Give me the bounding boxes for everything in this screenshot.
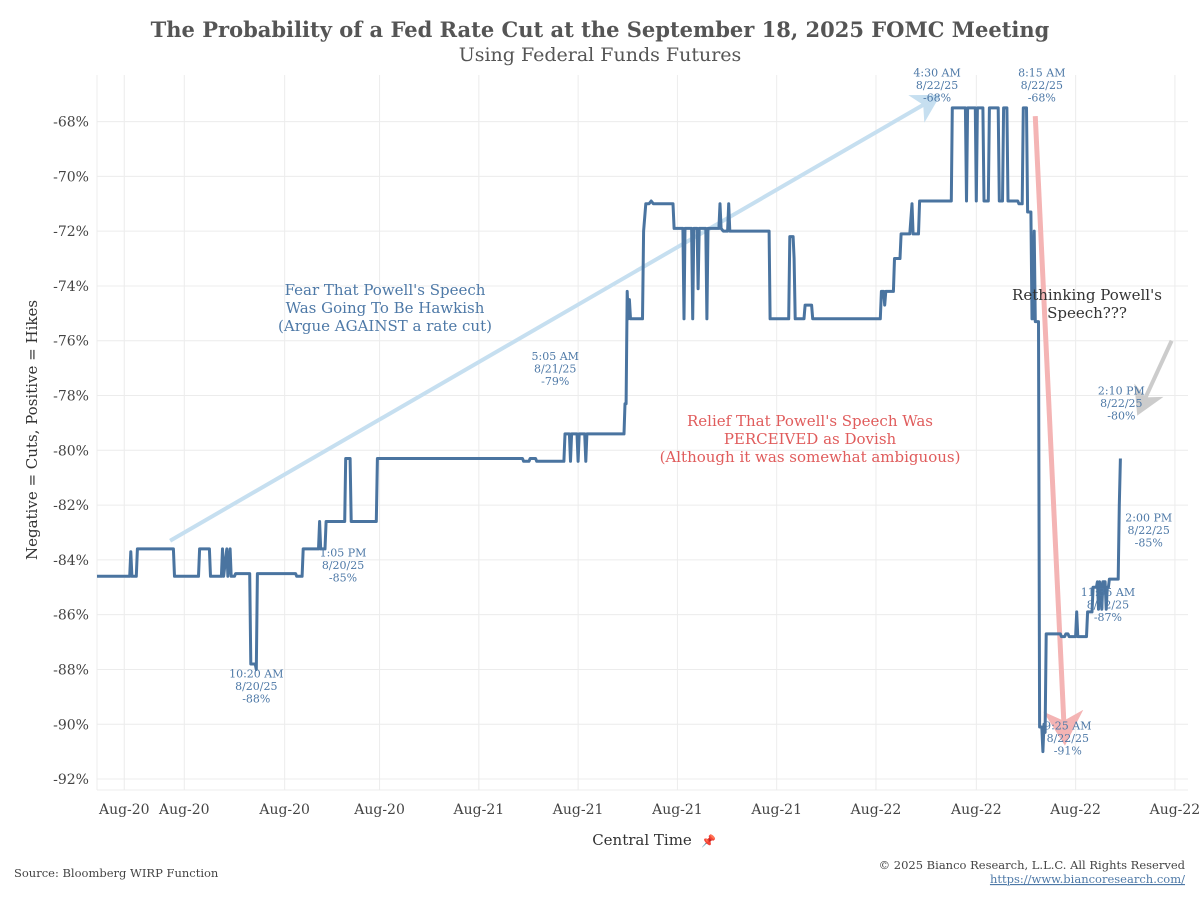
y-tick-label: -70% [53, 169, 89, 185]
point-label-line: 8/22/25 [1021, 79, 1063, 92]
y-tick-label: -88% [53, 662, 89, 678]
point-label: 1:05 PM 8/20/25 -85% [320, 546, 367, 584]
x-tick-label: Aug-21 [651, 802, 703, 818]
point-label-line: -68% [1028, 92, 1056, 105]
y-tick-label: -90% [53, 717, 89, 733]
annotation-line: Relief That Powell's Speech Was [687, 412, 933, 430]
point-label-line: 8:15 AM [1018, 67, 1065, 80]
chart-title: The Probability of a Fed Rate Cut at the… [151, 17, 1050, 42]
chart-subtitle: Using Federal Funds Futures [459, 44, 742, 66]
x-tick-label: Aug-22 [1049, 802, 1101, 818]
point-label-line: 8/20/25 [235, 680, 277, 693]
x-tick-label: Aug-22 [1149, 802, 1200, 818]
y-tick-label: -84% [53, 553, 89, 569]
relief-note: Relief That Powell's Speech Was PERCEIVED… [660, 412, 961, 466]
x-tick-label: Aug-20 [98, 802, 150, 818]
x-tick-label: Aug-21 [750, 802, 802, 818]
rethink-note: Rethinking Powell's Speech??? [1012, 286, 1162, 322]
point-label: 8:15 AM 8/22/25 -68% [1018, 67, 1065, 105]
source-note: Source: Bloomberg WIRP Function [14, 866, 219, 880]
point-label-line: 8/22/25 [1047, 732, 1089, 745]
annotation-line: Fear That Powell's Speech [285, 281, 486, 299]
point-label-line: 4:30 AM [913, 67, 960, 80]
point-label-line: 2:00 PM [1125, 511, 1172, 524]
x-tick-label: Aug-20 [258, 802, 310, 818]
point-label-line: -79% [541, 375, 569, 388]
point-label: 2:10 PM 8/22/25 -80% [1098, 384, 1145, 422]
point-label-line: 8/22/25 [1100, 397, 1142, 410]
annotation-line: Was Going To Be Hawkish [286, 299, 485, 317]
x-tick-label: Aug-20 [158, 802, 210, 818]
point-label-line: 9:25 AM [1044, 720, 1091, 733]
point-label: 9:25 AM 8/22/25 -91% [1044, 720, 1091, 758]
point-label-line: 8/20/25 [322, 559, 364, 572]
x-tick-label: Aug-22 [950, 802, 1002, 818]
x-axis-ticks: Aug-20 Aug-20 Aug-20 Aug-20 Aug-21 Aug-21 Aug-… [98, 802, 1200, 818]
point-label-line: -91% [1054, 745, 1082, 758]
copyright: © 2025 Bianco Research, L.L.C. All Right… [879, 858, 1186, 872]
point-label-line: 2:10 PM [1098, 384, 1145, 397]
y-tick-label: -80% [53, 443, 89, 459]
x-tick-label: Aug-20 [353, 802, 405, 818]
annotation-line: (Although it was somewhat ambiguous) [660, 448, 961, 466]
point-label-line: -85% [329, 571, 357, 584]
point-label-line: 11:35 AM [1081, 586, 1135, 599]
y-axis-ticks: -68% -70% -72% -74% -76% -78% -80% -82% -84% -86%… [53, 115, 89, 788]
point-label-line: 8/22/25 [1128, 524, 1170, 537]
point-label-line: 10:20 AM [229, 667, 283, 680]
point-label: 4:30 AM 8/22/25 -68% [913, 67, 960, 105]
y-tick-label: -86% [53, 608, 89, 624]
point-label: 2:00 PM 8/22/25 -85% [1125, 511, 1172, 549]
x-tick-label: Aug-22 [850, 802, 902, 818]
grid [96, 75, 1188, 791]
fear-note: Fear That Powell's Speech Was Going To Be… [278, 281, 492, 335]
y-tick-label: -68% [53, 115, 89, 131]
point-label-line: -68% [923, 92, 951, 105]
x-tick-label: Aug-21 [552, 802, 604, 818]
point-label: 10:20 AM 8/20/25 -88% [229, 667, 283, 705]
annotations: Fear That Powell's Speech Was Going To Be… [278, 281, 1162, 466]
y-tick-label: -92% [53, 772, 89, 788]
fear-arrow [169, 94, 941, 543]
point-label-line: 5:05 AM [532, 350, 579, 363]
point-label: 5:05 AM 8/21/25 -79% [532, 350, 579, 388]
point-label: 11:35 AM 8/22/25 -87% [1081, 586, 1135, 624]
point-label-line: -80% [1107, 409, 1135, 422]
point-label-line: 1:05 PM [320, 546, 367, 559]
y-tick-label: -72% [53, 224, 89, 240]
point-label-line: -87% [1094, 611, 1122, 624]
y-tick-label: -82% [53, 498, 89, 514]
pin-icon[interactable]: 📌 [701, 833, 716, 848]
annotation-line: (Argue AGAINST a rate cut) [278, 317, 492, 335]
x-axis-label: Central Time [592, 831, 692, 849]
x-tick-label: Aug-21 [453, 802, 505, 818]
y-tick-label: -78% [53, 389, 89, 405]
website-link[interactable]: https://www.biancoresearch.com/ [990, 872, 1185, 886]
point-label-line: -88% [242, 692, 270, 705]
point-label-line: 8/22/25 [1087, 599, 1129, 612]
rethink-arrow [1134, 339, 1174, 416]
series-line [97, 106, 1122, 754]
annotation-line: Speech??? [1047, 304, 1127, 322]
y-tick-label: -76% [53, 334, 89, 350]
y-axis-label: Negative = Cuts, Positive = Hikes [23, 300, 41, 560]
point-label-line: 8/22/25 [916, 79, 958, 92]
point-label-line: 8/21/25 [534, 362, 576, 375]
annotation-line: Rethinking Powell's [1012, 286, 1162, 304]
point-labels: 10:20 AM 8/20/25 -88%1:05 PM 8/20/25 -85%5:0… [229, 67, 1172, 758]
point-label-line: -85% [1135, 536, 1163, 549]
y-tick-label: -74% [53, 279, 89, 295]
annotation-line: PERCEIVED as Dovish [724, 430, 897, 448]
